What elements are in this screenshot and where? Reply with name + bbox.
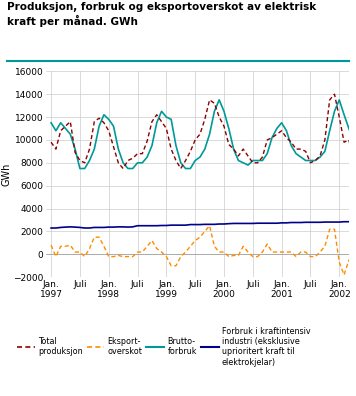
Y-axis label: GWh: GWh [2,162,12,186]
Text: Produksjon, forbruk og eksportoverskot av elektrisk
kraft per månad. GWh: Produksjon, forbruk og eksportoverskot a… [7,2,316,27]
Legend: Total
produksjon, Eksport-
overskot, Brutto-
forbruk, Forbruk i kraftintensiv
in: Total produksjon, Eksport- overskot, Bru… [17,327,310,367]
